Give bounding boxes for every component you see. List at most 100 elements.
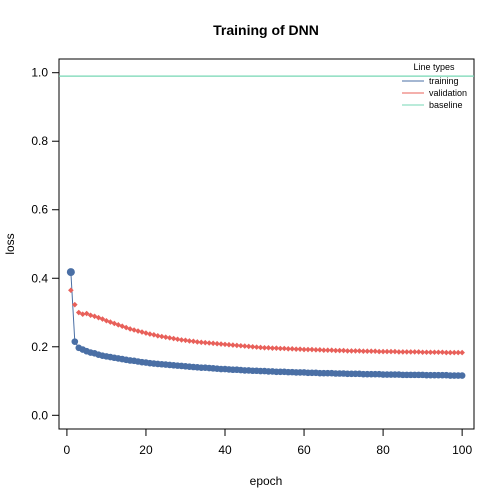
validation-point — [190, 338, 197, 345]
validation-point — [151, 331, 157, 338]
validation-point — [415, 349, 422, 355]
validation-point — [281, 345, 288, 352]
validation-point — [360, 348, 367, 355]
validation-point — [451, 349, 458, 356]
validation-point — [182, 337, 189, 344]
validation-point — [423, 349, 430, 356]
validation-point — [447, 349, 454, 356]
legend-label-training: training — [429, 76, 459, 86]
validation-point — [111, 320, 118, 327]
validation-point — [293, 346, 299, 352]
validation-point — [289, 346, 295, 352]
validation-point — [427, 349, 434, 356]
y-tick-label: 0.0 — [31, 408, 48, 422]
validation-point — [356, 348, 363, 354]
validation-point — [249, 343, 256, 350]
validation-point — [194, 339, 201, 345]
y-tick-label: 0.2 — [31, 340, 48, 354]
validation-point — [269, 345, 276, 351]
x-tick-label: 80 — [376, 443, 390, 457]
validation-point — [186, 338, 193, 344]
validation-point — [210, 340, 216, 347]
validation-point — [301, 346, 307, 353]
validation-point — [206, 340, 212, 346]
validation-point — [376, 348, 382, 355]
x-tick-label: 100 — [452, 443, 472, 457]
validation-point — [127, 326, 133, 332]
validation-point — [348, 348, 355, 354]
y-tick-label: 0.6 — [31, 203, 48, 217]
validation-point — [162, 334, 169, 340]
validation-point — [439, 349, 446, 356]
validation-point — [317, 347, 323, 353]
validation-point — [139, 329, 145, 335]
validation-point — [404, 349, 410, 355]
y-tick-label: 0.8 — [31, 134, 48, 148]
legend-label-validation: validation — [429, 88, 467, 98]
validation-point — [265, 345, 272, 351]
validation-point — [435, 349, 442, 356]
validation-point — [392, 348, 398, 355]
validation-point — [459, 349, 465, 356]
validation-point — [309, 346, 315, 353]
validation-point — [72, 301, 78, 308]
validation-point — [253, 344, 260, 350]
validation-point — [147, 331, 153, 337]
y-axis: 0.0 0.2 0.4 0.6 0.8 1.0 — [31, 66, 60, 422]
validation-point — [352, 348, 359, 354]
validation-point — [305, 346, 311, 353]
validation-point — [131, 327, 137, 333]
validation-point — [178, 337, 185, 343]
validation-point — [368, 348, 375, 355]
validation-point — [400, 349, 406, 355]
x-tick-label: 20 — [139, 443, 153, 457]
x-axis: 0 20 40 60 80 100 — [64, 428, 472, 457]
validation-point — [218, 341, 224, 347]
validation-point — [297, 346, 303, 352]
validation-point — [332, 347, 339, 354]
validation-point — [407, 349, 414, 355]
validation-point — [257, 344, 264, 351]
validation-point — [364, 348, 371, 355]
validation-point — [241, 343, 248, 349]
validation-point — [328, 347, 335, 354]
training-point — [66, 268, 75, 277]
validation-point — [431, 349, 438, 356]
validation-point — [99, 316, 106, 322]
validation-point — [336, 347, 343, 354]
y-tick-label: 1.0 — [31, 66, 48, 80]
validation-point — [170, 335, 177, 342]
validation-point — [202, 339, 209, 346]
validation-point — [75, 309, 82, 316]
validation-point — [198, 339, 205, 346]
validation-point — [396, 349, 402, 355]
legend-title: Line types — [413, 62, 455, 72]
validation-point — [321, 347, 327, 354]
validation-point — [245, 343, 252, 350]
validation-point — [174, 336, 181, 343]
validation-point — [226, 341, 232, 348]
y-tick-label: 0.4 — [31, 271, 48, 285]
validation-point — [155, 333, 161, 339]
validation-point — [166, 335, 173, 341]
plot-marks — [59, 75, 474, 379]
y-axis-label: loss — [3, 233, 17, 254]
validation-point — [135, 328, 141, 334]
training-point — [458, 372, 466, 379]
validation-point — [285, 346, 292, 352]
validation-point — [340, 347, 347, 354]
validation-point — [324, 347, 331, 354]
validation-point — [455, 349, 461, 356]
validation-point — [384, 348, 390, 355]
validation-point — [380, 348, 386, 355]
validation-point — [273, 345, 280, 351]
validation-point — [115, 322, 122, 328]
validation-point — [143, 330, 149, 336]
legend: Line types training validation baseline — [402, 62, 467, 110]
validation-point — [158, 333, 165, 340]
validation-point — [313, 347, 319, 353]
validation-point — [234, 342, 240, 349]
validation-point — [277, 345, 284, 352]
x-axis-label: epoch — [250, 474, 283, 488]
